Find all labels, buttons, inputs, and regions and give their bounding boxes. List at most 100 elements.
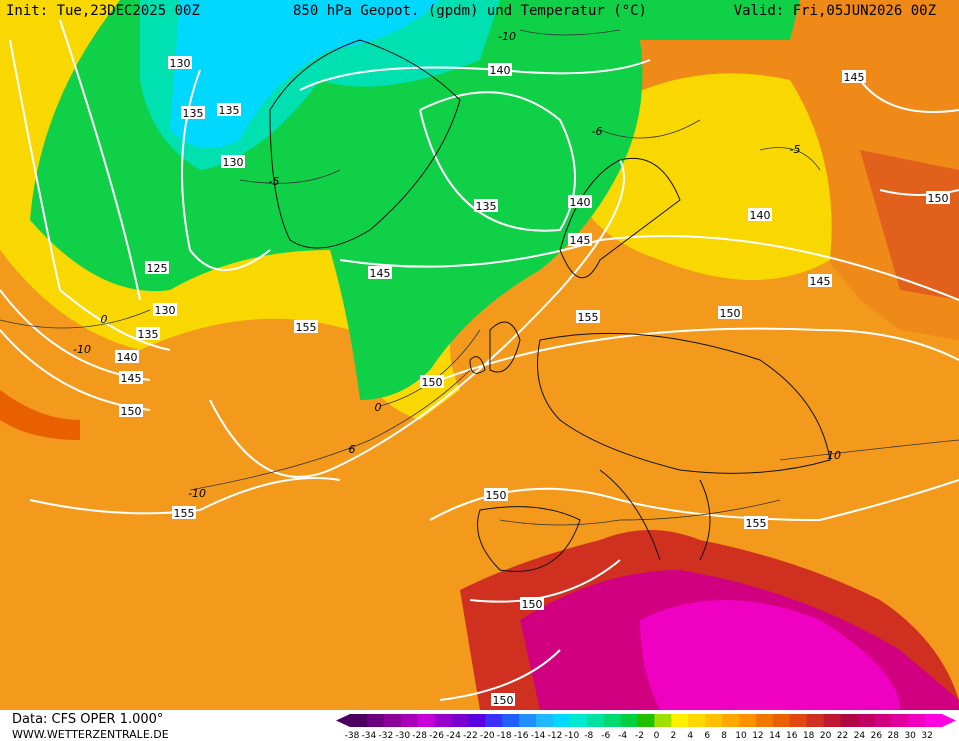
temperature-label: 0 (101, 313, 108, 326)
label-box (488, 63, 512, 76)
label-box (484, 488, 508, 501)
label-box (119, 404, 143, 417)
coastlines (269, 39, 831, 572)
colorbar-label: -2 (635, 731, 644, 741)
colorbar-swatch (739, 714, 757, 727)
colorbar-label: 30 (904, 731, 916, 741)
colorbar-label: -6 (601, 731, 610, 741)
geopotential-label: 140 (117, 351, 138, 364)
label-box (115, 350, 139, 363)
geopotential-label: 150 (121, 405, 142, 418)
label-box (217, 103, 241, 116)
colorbar-swatch (806, 714, 825, 727)
colorbar-swatch (552, 714, 571, 727)
colorbar-swatch (874, 714, 892, 727)
colorbar-swatch (603, 714, 622, 727)
label-box (136, 327, 160, 340)
label-box (119, 371, 143, 384)
label-box (474, 199, 498, 212)
label-box (153, 303, 177, 316)
label-box (145, 261, 169, 274)
geopotential-label: 155 (578, 311, 599, 324)
colorbar-swatch (705, 714, 723, 727)
colorbar-swatch (519, 714, 537, 727)
label-box (926, 191, 950, 204)
hot-region-east (860, 150, 959, 300)
geopotential-label: 135 (183, 107, 204, 120)
geopotential-label: 150 (486, 489, 507, 502)
temperature-label: -5 (790, 143, 801, 156)
colorbar-swatch (485, 714, 503, 727)
label-box (181, 106, 205, 119)
colorbar-swatch (417, 714, 436, 727)
geopotential-label: 140 (750, 209, 771, 222)
colorbar-label: 10 (735, 731, 747, 741)
colorbar-swatch (891, 714, 909, 727)
colorbar-arrow-left (336, 714, 350, 727)
geopotential-label: 145 (844, 71, 865, 84)
label-box (168, 56, 192, 69)
geopotential-label: 155 (746, 517, 767, 530)
geopotential-label: 135 (138, 328, 159, 341)
geopotential-label: 130 (170, 57, 191, 70)
temperature-label: 10 (827, 449, 841, 462)
label-box (520, 597, 544, 610)
label-box (744, 516, 768, 529)
colorbar-label: -28 (412, 731, 427, 741)
colorbar-swatch (468, 714, 486, 727)
colorbar-label: -20 (480, 731, 495, 741)
colorbar-label: -12 (548, 731, 563, 741)
geopotential-label: 135 (476, 200, 497, 213)
label-box (368, 266, 392, 279)
colorbar-swatch (840, 714, 858, 727)
geopotential-label: 145 (370, 267, 391, 280)
geopotential-label: 150 (522, 598, 543, 611)
colorbar-label: 16 (786, 731, 798, 741)
colorbar-label: -22 (463, 731, 478, 741)
geopotential-label: 130 (223, 156, 244, 169)
colorbar-label: -8 (584, 731, 593, 741)
colorbar-swatch (772, 714, 791, 727)
colorbar-label: 8 (721, 731, 727, 741)
temperature-label: 0 (375, 401, 382, 414)
label-box (808, 274, 832, 287)
temperature-label: -6 (592, 125, 603, 138)
colorbar-swatch (586, 714, 605, 727)
colorbar-swatch (722, 714, 740, 727)
colorbar-label: -18 (497, 731, 512, 741)
colorbar-label: -24 (446, 731, 461, 741)
colorbar-label: 24 (854, 731, 866, 741)
colorbar-swatch (925, 714, 943, 727)
geopotential-label: 135 (219, 104, 240, 117)
colorbar-swatch (688, 714, 706, 727)
colorbar-label: 22 (837, 731, 848, 741)
geopotential-label: 150 (928, 192, 949, 205)
label-box (221, 155, 245, 168)
colorbar-label: -4 (618, 731, 627, 741)
colorbar-label: -30 (395, 731, 410, 741)
label-box (420, 375, 444, 388)
temperature-label: -10 (188, 487, 206, 500)
colorbar-label: 6 (704, 731, 710, 741)
valid-label: Valid: Fri,05JUN2026 00Z (734, 3, 936, 19)
label-box (576, 310, 600, 323)
colorbar-label: 28 (888, 731, 900, 741)
temperature-label: -10 (73, 343, 91, 356)
colorbar-label: -38 (345, 731, 360, 741)
geopotential-label: 150 (493, 694, 514, 707)
colorbar-swatch (823, 714, 842, 727)
colorbar-swatch (400, 714, 419, 727)
geopotential-label: 150 (720, 307, 741, 320)
colorbar-label: 4 (687, 731, 693, 741)
colorbar-label: 20 (820, 731, 832, 741)
geopotential-label: 140 (490, 64, 511, 77)
geopotential-label: 130 (155, 304, 176, 317)
colorbar-label: -14 (531, 731, 546, 741)
colorbar-swatch (434, 714, 452, 727)
colorbar-swatch (350, 714, 368, 727)
colorbar-label: -34 (362, 731, 377, 741)
colorbar-swatch (536, 714, 554, 727)
colorbar-swatch (755, 714, 774, 727)
colorbar-label: 14 (769, 731, 781, 741)
